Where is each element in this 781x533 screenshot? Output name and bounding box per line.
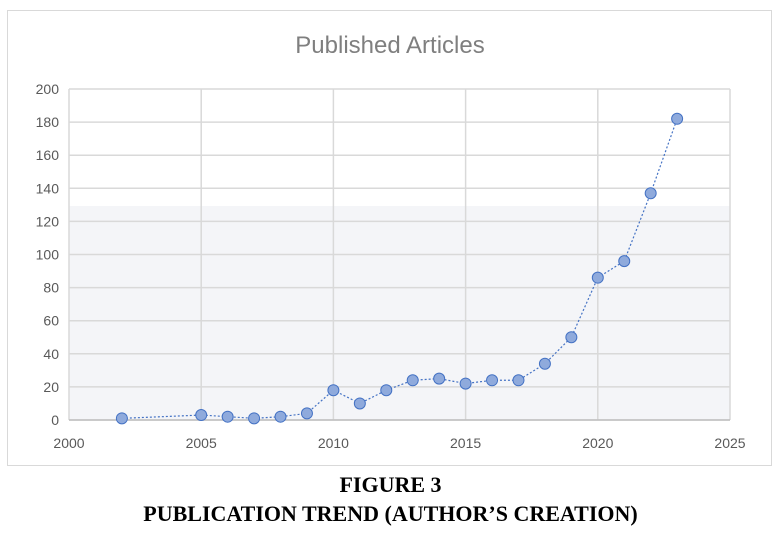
data-point xyxy=(195,409,208,422)
y-tick-label: 40 xyxy=(43,346,59,362)
y-tick-label: 0 xyxy=(51,412,59,428)
data-point xyxy=(406,374,419,387)
data-point xyxy=(565,331,578,344)
chart-title: Published Articles xyxy=(295,32,484,59)
x-tick-label: 2015 xyxy=(450,435,481,451)
x-tick-label: 2010 xyxy=(318,435,349,451)
y-tick-label: 80 xyxy=(43,280,59,296)
chart-svg: Published Articles 0 20 40 60 80 100 120 140 160… xyxy=(36,32,746,451)
data-point xyxy=(327,384,340,397)
y-tick-label: 160 xyxy=(36,147,60,163)
x-tick-label: 2025 xyxy=(714,435,745,451)
data-point xyxy=(486,374,499,387)
data-point xyxy=(248,412,261,425)
data-points xyxy=(115,112,684,425)
x-tick-label: 2000 xyxy=(53,435,84,451)
data-point xyxy=(433,372,446,385)
y-tick-label: 140 xyxy=(36,180,60,196)
grid-lines xyxy=(68,88,731,421)
data-point xyxy=(459,377,472,390)
data-point xyxy=(353,397,366,410)
plot-area-shading xyxy=(69,206,730,420)
y-tick-label: 100 xyxy=(36,247,60,263)
x-tick-label: 2005 xyxy=(186,435,217,451)
x-tick-label: 2020 xyxy=(582,435,613,451)
data-point xyxy=(221,410,234,423)
data-point xyxy=(591,271,604,284)
y-tick-label: 200 xyxy=(36,81,60,97)
data-point xyxy=(115,412,128,425)
chart-container: Published Articles 0 20 40 60 80 100 120 140 160… xyxy=(7,10,772,466)
y-tick-label: 60 xyxy=(43,313,59,329)
y-tick-label: 180 xyxy=(36,114,60,130)
data-point xyxy=(512,374,525,387)
y-tick-label: 120 xyxy=(36,213,60,229)
data-point xyxy=(538,357,551,370)
tick-labels: 0 20 40 60 80 100 120 140 160 180 200 2000 2005 2010 2… xyxy=(36,81,746,451)
figure-caption: FIGURE 3 PUBLICATION TREND (AUTHOR’S CRE… xyxy=(0,470,781,528)
data-point xyxy=(274,410,287,423)
data-point xyxy=(380,384,393,397)
y-tick-label: 20 xyxy=(43,379,59,395)
data-point xyxy=(644,187,657,200)
data-point xyxy=(671,112,684,125)
data-point xyxy=(618,255,631,268)
figure-number: FIGURE 3 xyxy=(339,472,442,497)
data-point xyxy=(300,407,313,420)
figure-title: PUBLICATION TREND (AUTHOR’S CREATION) xyxy=(143,501,638,526)
